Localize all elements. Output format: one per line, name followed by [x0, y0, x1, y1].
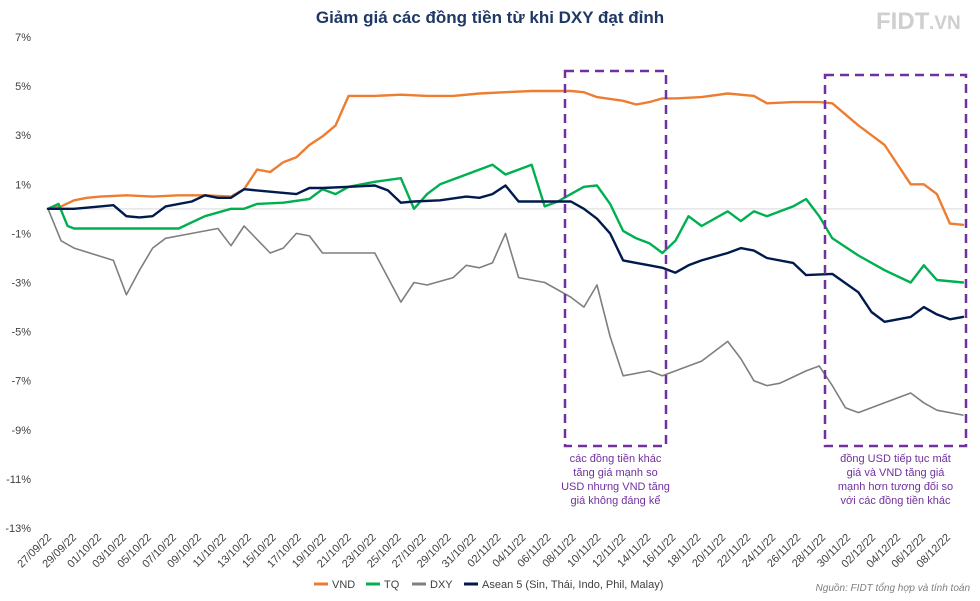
annotation-line: giá và VND tăng giá — [847, 467, 946, 479]
logo-main: FIDT — [876, 8, 930, 35]
legend-label-1: TQ — [384, 579, 400, 591]
annotation-line: với các đồng tiền khác — [841, 495, 951, 507]
annotation-line: giá không đáng kể — [571, 495, 661, 507]
annotation-box-0 — [563, 69, 668, 448]
legend-label-2: DXY — [430, 579, 453, 591]
y-tick-label: -5% — [11, 327, 31, 339]
annotation-line: tăng giá mạnh so — [573, 467, 657, 479]
legend: VND TQ DXY Asean 5 (Sin, Thái, Indo, Phil, … — [314, 579, 663, 591]
series-lines — [46, 89, 965, 416]
annotation-text-1: đồng USD tiếp tục mất giá và VND tăng giá… — [838, 453, 953, 507]
annotation-box-1 — [823, 73, 968, 448]
series-line-0 — [46, 89, 965, 226]
y-tick-label: -9% — [11, 425, 31, 437]
annotation-text-0: các đồng tiền khác tăng giá mạnh so USD nh… — [561, 453, 670, 507]
y-tick-label: -7% — [11, 376, 31, 388]
annotations: các đồng tiền khác tăng giá mạnh so USD nh… — [561, 69, 968, 507]
annotation-line: mạnh hơn tương đối so — [838, 481, 953, 493]
series-line-2 — [47, 208, 964, 416]
annotation-line: đồng USD tiếp tục mất — [840, 453, 951, 465]
y-tick-label: 3% — [15, 130, 31, 142]
y-tick-label: -3% — [11, 278, 31, 290]
y-tick-label: 1% — [15, 179, 31, 191]
fidt-logo: FIDT .VN — [876, 8, 961, 35]
legend-label-0: VND — [332, 579, 355, 591]
y-tick-label: -11% — [6, 474, 31, 486]
y-tick-label: -13% — [5, 523, 31, 535]
annotation-line: các đồng tiền khác — [570, 453, 662, 465]
source-note: Nguồn: FIDT tổng hợp và tính toán — [816, 582, 971, 594]
logo-suffix: .VN — [929, 13, 961, 34]
legend-label-3: Asean 5 (Sin, Thái, Indo, Phil, Malay) — [482, 579, 663, 591]
y-tick-label: 7% — [15, 32, 31, 44]
series-line-3 — [46, 184, 965, 323]
series-line-1 — [46, 163, 965, 284]
x-axis: 27/09/2229/09/2201/10/2203/10/2205/10/22… — [15, 208, 963, 570]
y-axis: 7% 5% 3% 1% -1% -3% -5% -7% -9% -11% -13% — [5, 32, 31, 535]
y-tick-label: -1% — [11, 228, 31, 240]
y-tick-label: 5% — [15, 81, 31, 93]
annotation-line: USD nhưng VND tăng — [561, 481, 670, 493]
chart-title: Giảm giá các đồng tiền từ khi DXY đạt đỉ… — [316, 8, 664, 27]
